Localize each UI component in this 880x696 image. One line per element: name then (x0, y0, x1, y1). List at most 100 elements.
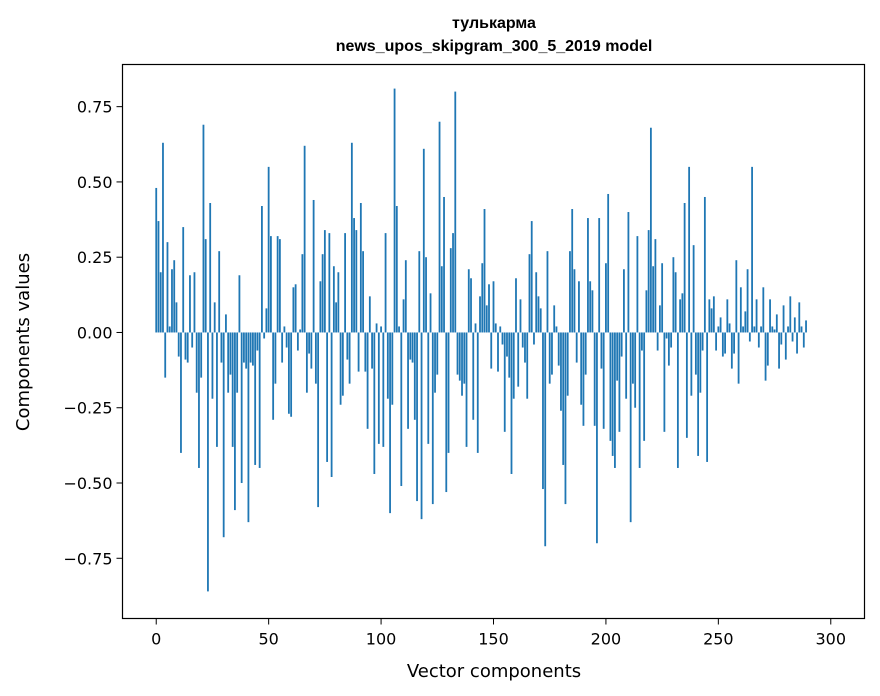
bar (359, 203, 362, 333)
bar (802, 332, 805, 348)
bar (773, 329, 776, 333)
bar (249, 332, 252, 363)
bar (775, 314, 778, 333)
bar (429, 293, 432, 333)
bar (481, 263, 484, 333)
bar (771, 326, 774, 333)
bar (371, 332, 373, 369)
bar (173, 260, 176, 333)
bar (694, 332, 697, 375)
bar (476, 332, 479, 453)
bar (186, 332, 189, 363)
bar (389, 332, 391, 514)
bar (528, 254, 531, 333)
bar (674, 272, 677, 333)
bar (670, 332, 673, 348)
bar-series (155, 88, 807, 592)
bar (575, 332, 578, 363)
bar (730, 332, 733, 369)
bar (267, 166, 270, 333)
bar (501, 332, 504, 345)
bar (782, 305, 785, 333)
bar (582, 332, 585, 426)
bar (290, 332, 293, 417)
bar (492, 281, 495, 333)
bar (303, 145, 306, 333)
bar (641, 332, 643, 351)
bar (195, 332, 198, 393)
bar (766, 332, 769, 366)
x-tick-label: 50 (258, 630, 278, 649)
bar (447, 332, 450, 453)
bar (593, 332, 596, 426)
bar (461, 332, 463, 396)
bar (386, 332, 389, 399)
bar (157, 221, 160, 333)
bar (553, 305, 556, 333)
bar (793, 317, 796, 333)
bar (240, 332, 243, 484)
bar (229, 332, 232, 375)
bar (530, 221, 533, 333)
bar (193, 272, 196, 333)
bar (535, 272, 538, 333)
bar (155, 187, 158, 333)
x-tick-label: 0 (151, 630, 161, 649)
bar (227, 332, 230, 393)
bar (780, 332, 783, 345)
bar (299, 329, 302, 333)
bar (665, 332, 668, 339)
bar (357, 332, 360, 372)
bar (546, 251, 549, 333)
bar (721, 332, 724, 357)
bar (609, 332, 612, 441)
bar (614, 332, 616, 468)
bar (679, 299, 682, 333)
bar (717, 326, 720, 333)
bar (436, 332, 439, 375)
bar (755, 299, 758, 333)
bar (760, 326, 762, 333)
bar (287, 332, 290, 414)
bar (427, 332, 430, 444)
bar (676, 332, 679, 468)
bar (672, 257, 675, 333)
bar (683, 203, 686, 333)
bar (685, 332, 688, 438)
bar (393, 88, 396, 333)
bar (467, 269, 470, 333)
y-tick-label: 0.50 (77, 173, 113, 192)
bar (314, 332, 317, 384)
bar (719, 317, 722, 333)
bar (757, 332, 760, 348)
bar (184, 332, 187, 360)
x-axis-label: Vector components (407, 661, 581, 682)
x-tick-label: 200 (591, 630, 622, 649)
bar (573, 269, 576, 333)
bar (222, 332, 225, 538)
bar (395, 206, 398, 333)
bar (380, 326, 382, 333)
bar (353, 218, 355, 333)
y-tick-label: −0.50 (63, 474, 112, 493)
bar (789, 296, 792, 333)
bar (629, 332, 632, 523)
bar (692, 245, 695, 333)
bar (258, 332, 261, 468)
bar (712, 296, 715, 333)
bar (200, 332, 203, 378)
bar (278, 239, 281, 333)
bar (796, 332, 798, 354)
bar (472, 332, 475, 420)
bar (724, 332, 726, 354)
bar (560, 332, 562, 411)
bar (445, 332, 448, 493)
bar (654, 239, 657, 333)
bar (177, 332, 180, 357)
bar (512, 332, 515, 399)
bar (600, 332, 603, 369)
bar (236, 332, 239, 393)
bar (418, 251, 421, 333)
bar (308, 332, 311, 354)
